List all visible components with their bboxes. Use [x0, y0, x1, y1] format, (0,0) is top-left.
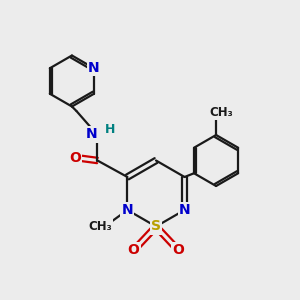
Text: O: O — [172, 244, 184, 257]
Text: CH₃: CH₃ — [210, 106, 233, 119]
Text: N: N — [122, 203, 133, 217]
Text: CH₃: CH₃ — [88, 220, 112, 233]
Text: O: O — [128, 244, 140, 257]
Text: H: H — [105, 123, 115, 136]
Text: N: N — [179, 203, 190, 217]
Text: S: S — [151, 220, 161, 233]
Text: N: N — [88, 61, 100, 75]
Text: N: N — [86, 128, 98, 141]
Text: O: O — [69, 151, 81, 164]
